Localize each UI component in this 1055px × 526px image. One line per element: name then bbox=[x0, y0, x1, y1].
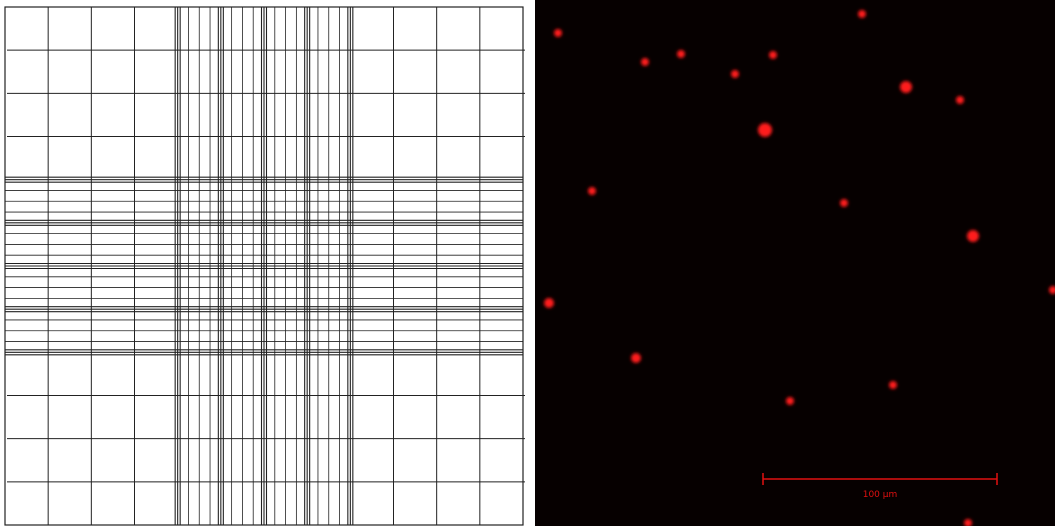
cell bbox=[840, 199, 848, 207]
cell bbox=[731, 70, 739, 78]
fluorescence-image bbox=[535, 0, 1055, 526]
cell bbox=[956, 96, 964, 104]
scene: 100 µm bbox=[0, 0, 1055, 526]
cell bbox=[554, 29, 562, 37]
cell bbox=[889, 381, 897, 389]
cell bbox=[631, 353, 641, 363]
hemocytometer-grid bbox=[5, 7, 525, 525]
scale-label: 100 µm bbox=[863, 490, 898, 500]
cell bbox=[786, 397, 794, 405]
cell bbox=[900, 81, 912, 93]
cell bbox=[588, 187, 596, 195]
cell bbox=[641, 58, 649, 66]
cell bbox=[677, 50, 685, 58]
cell bbox=[544, 298, 554, 308]
cell bbox=[967, 230, 979, 242]
page: {"scale_bar": {"label": "100 µm"}} 100 µ… bbox=[0, 0, 1055, 526]
cell bbox=[769, 51, 777, 59]
cell bbox=[858, 10, 866, 18]
cell bbox=[758, 123, 772, 137]
